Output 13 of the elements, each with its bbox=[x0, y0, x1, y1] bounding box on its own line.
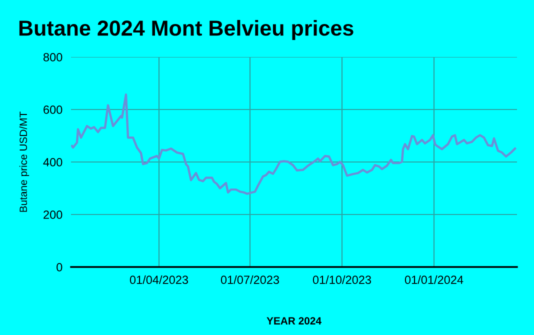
x-tick-label: 01/01/2024 bbox=[404, 275, 464, 284]
y-tick-label: 400 bbox=[43, 158, 62, 166]
x-axis-title: YEAR 2024 bbox=[266, 317, 322, 325]
chart-title: Butane 2024 Mont Belvieu prices bbox=[19, 20, 354, 40]
y-tick-label: 600 bbox=[44, 106, 62, 114]
y-tick-label: 200 bbox=[44, 210, 62, 219]
x-tick-label: 01/04/2023 bbox=[130, 275, 188, 284]
y-tick-label: 800 bbox=[43, 53, 62, 62]
y-axis-title: Butane price USD/MT bbox=[19, 112, 30, 212]
x-tick-label: 01/07/2023 bbox=[220, 275, 280, 284]
line-series bbox=[71, 93, 516, 195]
x-tick-label: 01/10/2023 bbox=[312, 275, 372, 284]
y-tick-label: 0 bbox=[56, 263, 62, 272]
